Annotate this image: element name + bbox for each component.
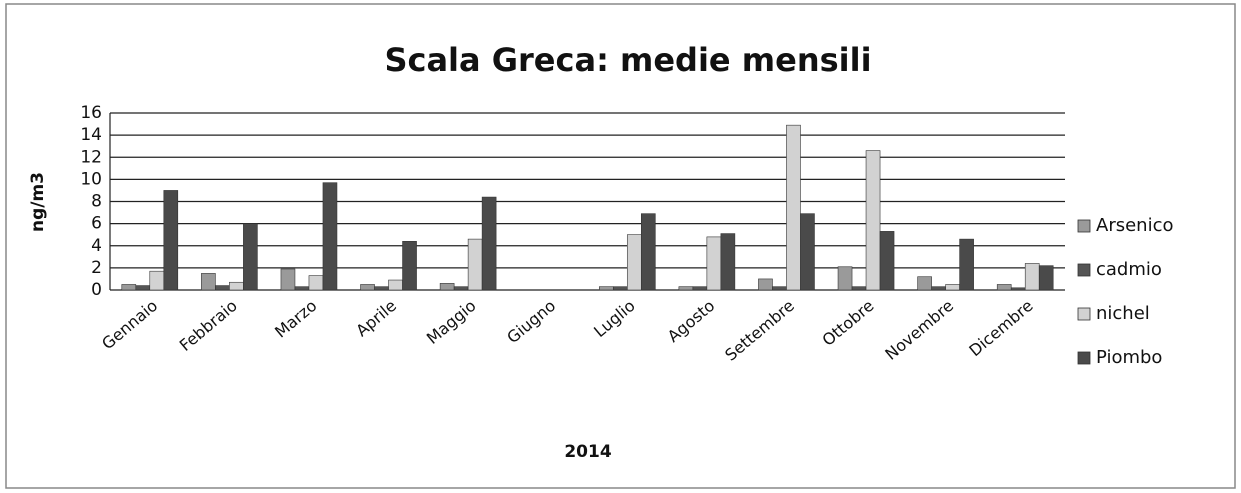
x-tick-label: Maggio bbox=[423, 296, 480, 348]
chart-frame bbox=[5, 3, 1236, 489]
bar bbox=[374, 286, 389, 291]
bar bbox=[598, 286, 614, 291]
x-tick-label: Aprile bbox=[352, 296, 400, 340]
bar bbox=[959, 238, 974, 291]
bar bbox=[678, 286, 694, 291]
chart-title: Scala Greca: medie mensili bbox=[384, 41, 871, 79]
x-tick-label: Giugno bbox=[503, 296, 559, 347]
bar bbox=[1038, 265, 1054, 291]
y-tick-label: 8 bbox=[91, 192, 102, 212]
bar bbox=[786, 124, 801, 291]
legend-label: Piombo bbox=[1096, 347, 1162, 368]
bar bbox=[453, 286, 469, 291]
bar bbox=[692, 286, 708, 291]
x-tick-label: Agosto bbox=[664, 296, 719, 346]
bar bbox=[149, 270, 165, 291]
bar bbox=[229, 281, 244, 291]
y-tick-label: 0 bbox=[91, 280, 102, 300]
bar bbox=[612, 286, 628, 291]
legend-swatch bbox=[1077, 351, 1091, 365]
bar bbox=[800, 213, 815, 291]
bar bbox=[626, 234, 642, 291]
bar bbox=[439, 283, 455, 291]
bar bbox=[388, 279, 403, 291]
bar bbox=[294, 286, 310, 291]
bar bbox=[402, 241, 417, 291]
bar bbox=[945, 284, 960, 291]
y-tick-label: 4 bbox=[91, 236, 102, 256]
bar bbox=[917, 276, 932, 291]
y-tick-label: 6 bbox=[91, 214, 102, 234]
y-tick-label: 12 bbox=[80, 147, 102, 167]
bar bbox=[996, 284, 1012, 291]
y-tick-label: 16 bbox=[80, 103, 102, 123]
bar bbox=[865, 150, 881, 291]
bar bbox=[772, 286, 787, 291]
x-tick-label: Luglio bbox=[590, 296, 639, 341]
x-tick-label: Ottobre bbox=[818, 296, 877, 350]
bar bbox=[121, 284, 137, 291]
bar bbox=[640, 213, 656, 291]
bar bbox=[163, 190, 179, 291]
legend-swatch bbox=[1077, 263, 1091, 277]
bar bbox=[308, 275, 324, 291]
bar bbox=[360, 284, 375, 291]
legend-label: nichel bbox=[1096, 303, 1150, 324]
bar bbox=[243, 223, 258, 291]
bar bbox=[1024, 263, 1040, 291]
bar bbox=[280, 268, 296, 291]
bar bbox=[879, 231, 895, 291]
x-axis-title: 2014 bbox=[564, 442, 611, 462]
legend-label: Arsenico bbox=[1096, 215, 1173, 236]
bar bbox=[215, 285, 230, 291]
bar bbox=[837, 266, 853, 291]
x-tick-label: Febbraio bbox=[176, 296, 241, 355]
y-tick-label: 10 bbox=[80, 169, 102, 189]
bar bbox=[201, 273, 216, 291]
bar bbox=[322, 182, 338, 291]
bar bbox=[135, 285, 151, 291]
y-axis-title: ng/m3 bbox=[28, 172, 48, 232]
legend-label: cadmio bbox=[1096, 259, 1162, 280]
bar bbox=[706, 236, 722, 291]
x-tick-label: Dicembre bbox=[965, 296, 1036, 360]
x-tick-label: Settembre bbox=[721, 296, 798, 365]
x-tick-label: Gennaio bbox=[98, 296, 161, 353]
y-tick-label: 2 bbox=[91, 258, 102, 278]
bar bbox=[851, 286, 867, 291]
bar bbox=[481, 196, 497, 291]
bar bbox=[720, 233, 736, 291]
y-tick-label: 14 bbox=[80, 125, 102, 145]
bar bbox=[758, 278, 773, 291]
bar bbox=[1010, 287, 1026, 291]
bar bbox=[931, 286, 946, 291]
legend-swatch bbox=[1077, 307, 1091, 321]
x-tick-label: Marzo bbox=[271, 296, 320, 342]
legend-swatch bbox=[1077, 219, 1091, 233]
bar bbox=[467, 238, 483, 291]
x-tick-label: Novembre bbox=[881, 296, 957, 364]
